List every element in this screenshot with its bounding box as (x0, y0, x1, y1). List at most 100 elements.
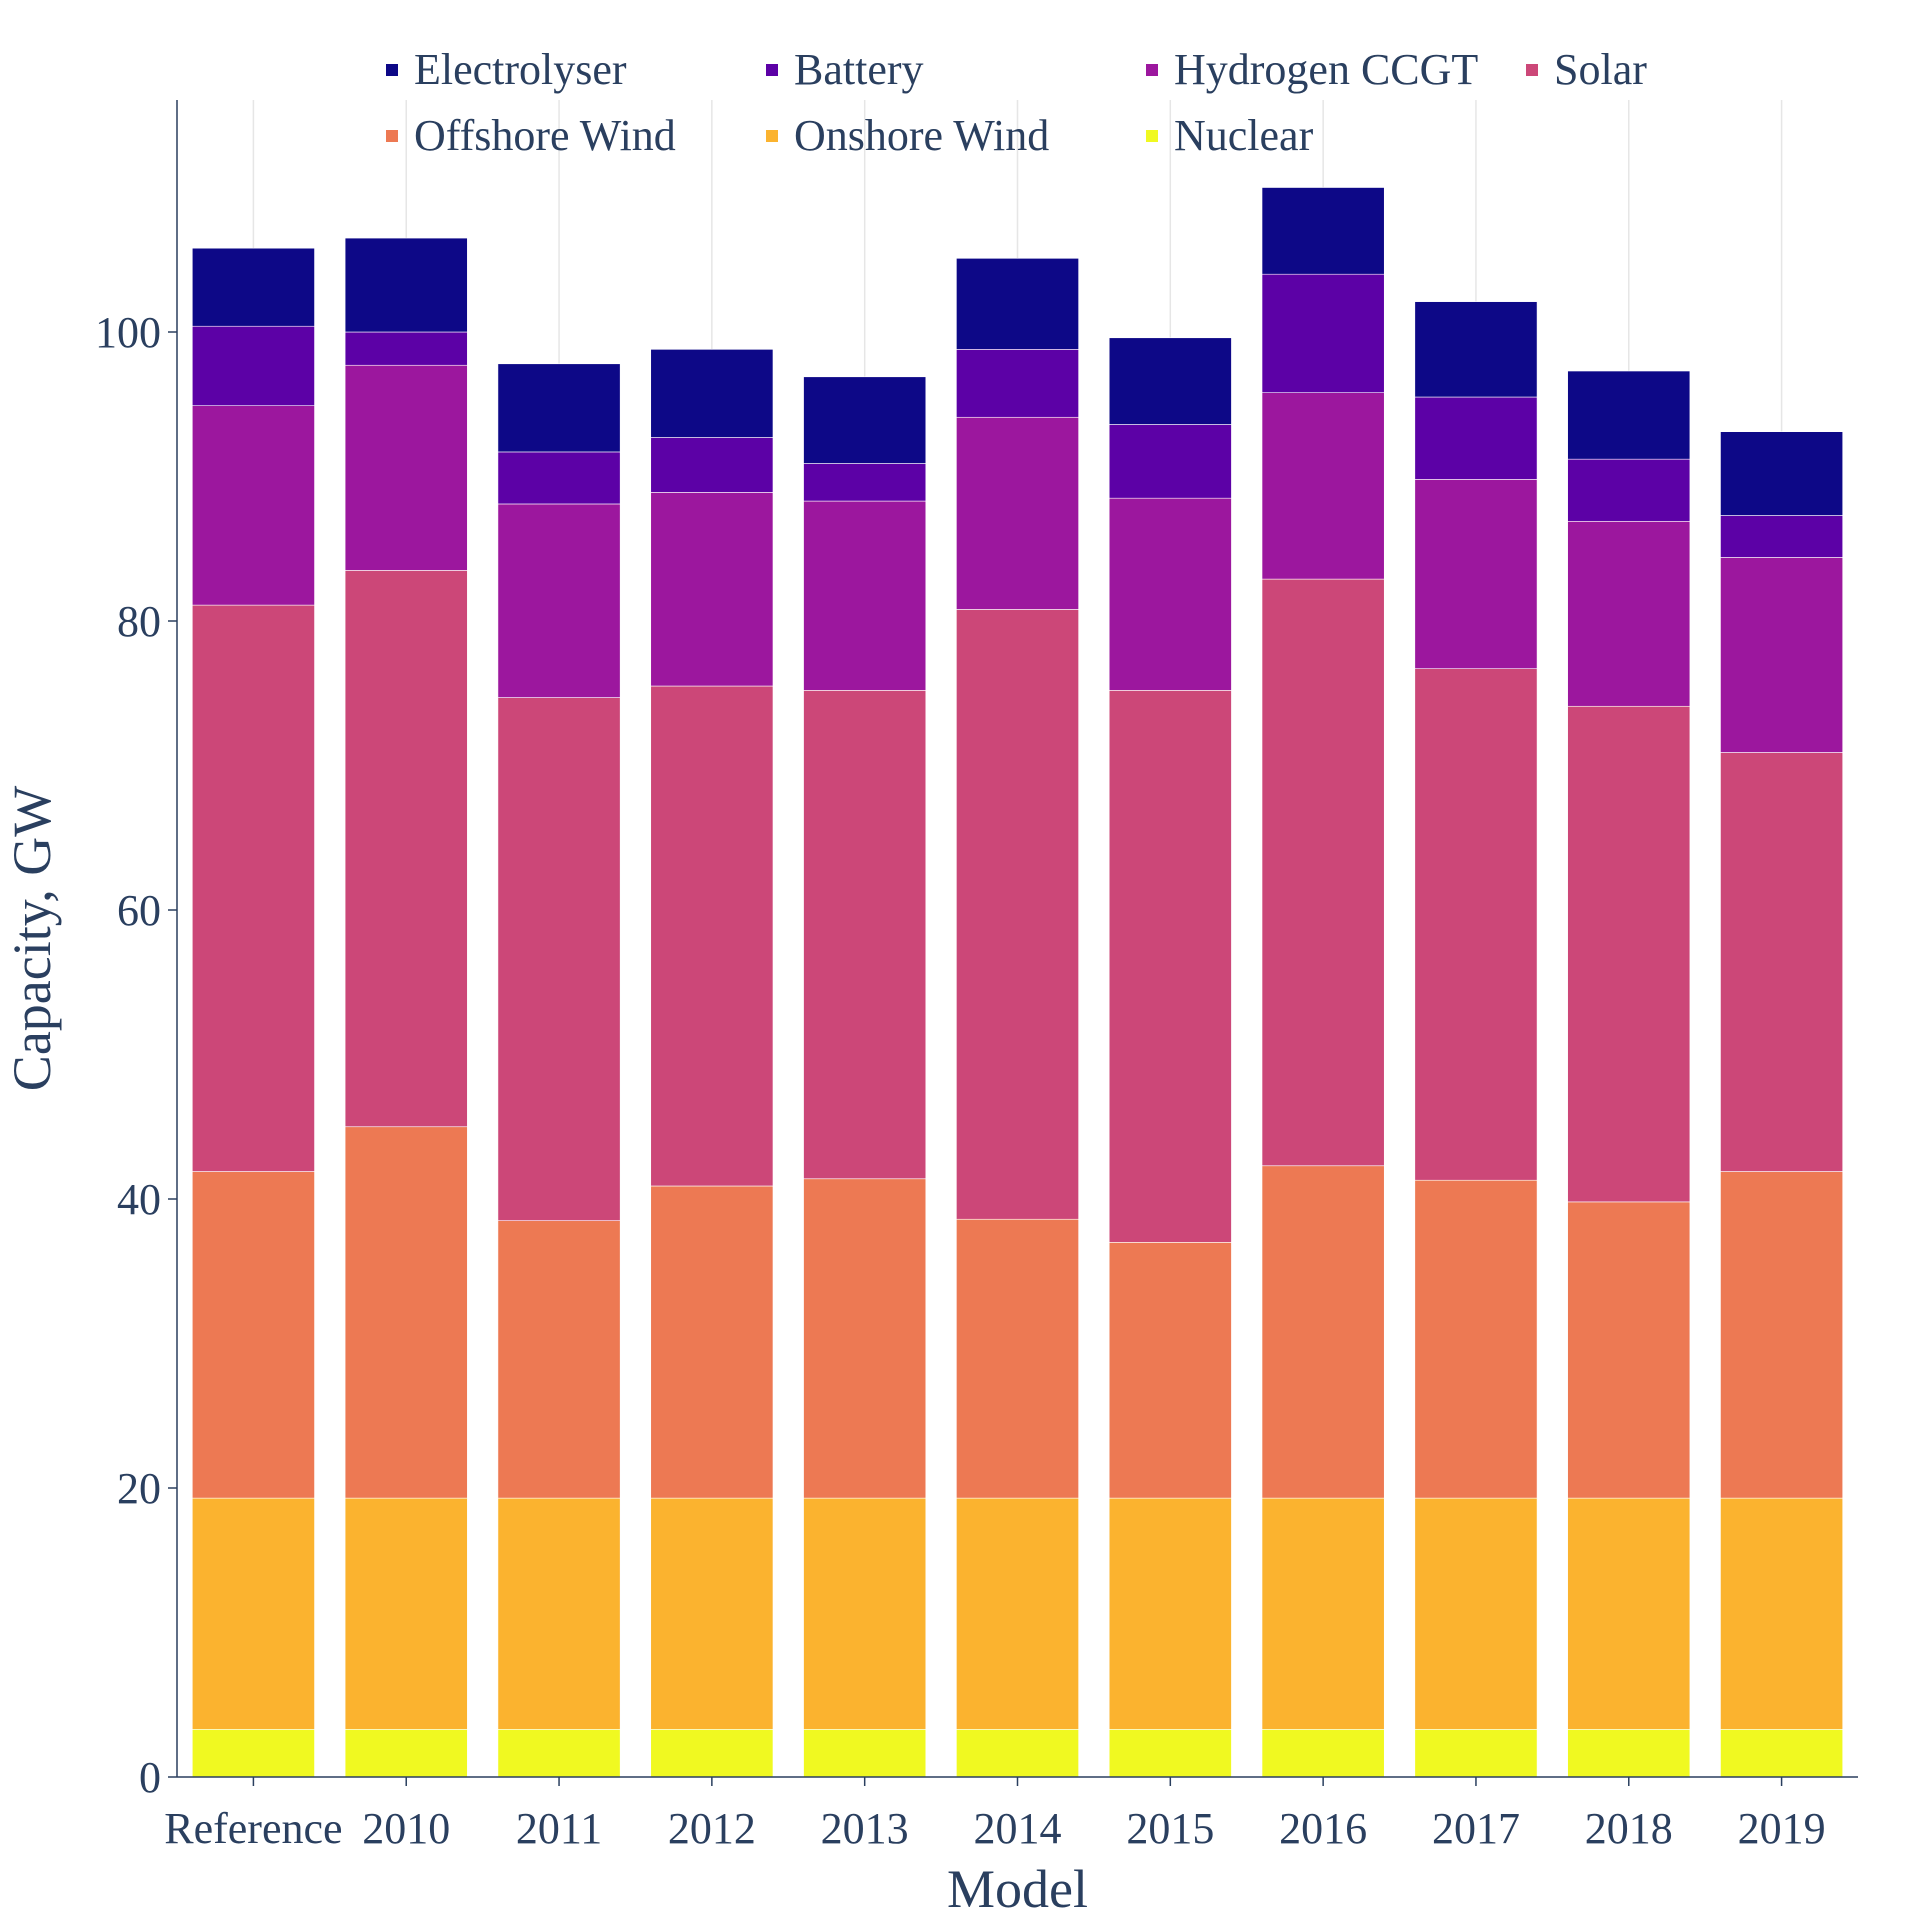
y-tick-label: 20 (117, 1464, 161, 1513)
y-tick-label: 60 (117, 886, 161, 935)
legend-swatch (386, 130, 398, 142)
bar-segment-hydrogen-ccgt (956, 416, 1079, 610)
legend-swatch (766, 64, 778, 76)
bar-segment-solar (1261, 578, 1385, 1167)
bar-segment-battery (1720, 515, 1844, 558)
bar-segment-offshore-wind (1567, 1201, 1691, 1499)
bar-segment-hydrogen-ccgt (344, 364, 468, 571)
bar-segment-nuclear (497, 1729, 621, 1778)
bar-segment-hydrogen-ccgt (1108, 497, 1232, 691)
bar-segment-offshore-wind (650, 1185, 774, 1499)
x-tick-label: 2016 (1279, 1804, 1367, 1853)
bar-segment-onshore-wind (1414, 1497, 1538, 1730)
bar-segment-battery (803, 463, 927, 502)
x-tick-label: 2018 (1585, 1804, 1673, 1853)
bar-segment-electrolyser (1261, 187, 1385, 275)
bar-segment-onshore-wind (1108, 1497, 1232, 1730)
bar-segment-electrolyser (497, 363, 621, 453)
legend-label: Battery (794, 45, 924, 94)
bar-segment-hydrogen-ccgt (1414, 479, 1538, 669)
bar-segment-hydrogen-ccgt (650, 492, 774, 687)
y-tick-label: 100 (95, 308, 161, 357)
bar-segment-onshore-wind (650, 1497, 774, 1730)
bar-segment-battery (1567, 458, 1691, 522)
bar-segment-electrolyser (191, 247, 315, 327)
bar-segment-electrolyser (1567, 370, 1691, 460)
x-tick-label: 2012 (668, 1804, 756, 1853)
x-tick-label: 2011 (516, 1804, 602, 1853)
bar-segment-onshore-wind (1720, 1497, 1844, 1730)
bar-segment-electrolyser (344, 237, 468, 333)
x-ticks: Reference 2010 2011 2012 2013 2014 2015 2016 201… (164, 1777, 1826, 1853)
bar-segment-offshore-wind (1108, 1242, 1232, 1499)
bar-segment-solar (650, 685, 774, 1187)
bar-segment-electrolyser (956, 258, 1079, 350)
bar-segment-solar (803, 690, 927, 1180)
bar-segment-nuclear (650, 1729, 774, 1778)
legend-label: Onshore Wind (794, 111, 1049, 160)
bar-segment-nuclear (803, 1729, 927, 1778)
legend-label: Solar (1554, 45, 1647, 94)
bar-segment-nuclear (956, 1729, 1079, 1778)
bar-segment-solar (1567, 705, 1691, 1203)
y-ticks: 0 20 40 60 80 100 (95, 308, 177, 1802)
legend-label: Electrolyser (414, 45, 627, 94)
bar-segment-battery (1414, 396, 1538, 480)
bar-segment-onshore-wind (1567, 1497, 1691, 1730)
bar-segment-solar (497, 697, 621, 1221)
bar-segment-solar (1414, 668, 1538, 1181)
bar-segment-hydrogen-ccgt (1261, 392, 1385, 580)
bar-segment-solar (191, 604, 315, 1172)
bar-segment-electrolyser (1720, 431, 1844, 516)
bar-segment-electrolyser (650, 349, 774, 438)
bar-segment-solar (956, 609, 1079, 1220)
bar-segment-offshore-wind (1261, 1165, 1385, 1499)
legend-swatch (1146, 130, 1158, 142)
bar-segment-offshore-wind (497, 1220, 621, 1499)
legend-label: Hydrogen CCGT (1174, 45, 1478, 94)
bar-segment-solar (1108, 690, 1232, 1243)
x-tick-label: 2010 (362, 1804, 450, 1853)
bar-segment-battery (497, 451, 621, 505)
y-tick-label: 80 (117, 597, 161, 646)
bar-segment-electrolyser (803, 376, 927, 464)
bar-segment-solar (1720, 752, 1844, 1172)
x-tick-label: 2014 (974, 1804, 1062, 1853)
x-tick-label: Reference (164, 1804, 342, 1853)
bar-segment-nuclear (1261, 1729, 1385, 1778)
legend-swatch (766, 130, 778, 142)
bar-segment-battery (1108, 424, 1232, 499)
bar-segment-nuclear (344, 1729, 468, 1778)
bar-segment-electrolyser (1414, 301, 1538, 398)
bar-segment-solar (344, 570, 468, 1128)
y-axis-title: Capacity, GW (2, 786, 62, 1091)
bar-segment-onshore-wind (1261, 1497, 1385, 1730)
bar-segment-nuclear (1108, 1729, 1232, 1778)
bar-segment-hydrogen-ccgt (803, 500, 927, 691)
legend-swatch (1526, 64, 1538, 76)
bars (191, 187, 1844, 1778)
x-tick-label: 2015 (1126, 1804, 1214, 1853)
x-tick-label: 2019 (1738, 1804, 1826, 1853)
bar-segment-battery (344, 331, 468, 366)
bar-segment-offshore-wind (956, 1218, 1079, 1499)
bar-segment-hydrogen-ccgt (191, 405, 315, 606)
bar-segment-nuclear (1414, 1729, 1538, 1778)
y-tick-label: 0 (139, 1753, 161, 1802)
bar-segment-onshore-wind (497, 1497, 621, 1730)
bar-segment-onshore-wind (803, 1497, 927, 1730)
bar-segment-nuclear (1567, 1729, 1691, 1778)
legend-label: Offshore Wind (414, 111, 676, 160)
bar-segment-onshore-wind (191, 1497, 315, 1730)
bar-segment-offshore-wind (191, 1171, 315, 1499)
bar-segment-offshore-wind (1414, 1179, 1538, 1499)
bar-segment-hydrogen-ccgt (1720, 557, 1844, 753)
y-tick-label: 40 (117, 1175, 161, 1224)
bar-segment-electrolyser (1108, 337, 1232, 425)
bar-segment-offshore-wind (803, 1178, 927, 1499)
bar-segment-offshore-wind (1720, 1171, 1844, 1499)
bar-segment-battery (1261, 273, 1385, 393)
bar-segment-battery (650, 437, 774, 493)
